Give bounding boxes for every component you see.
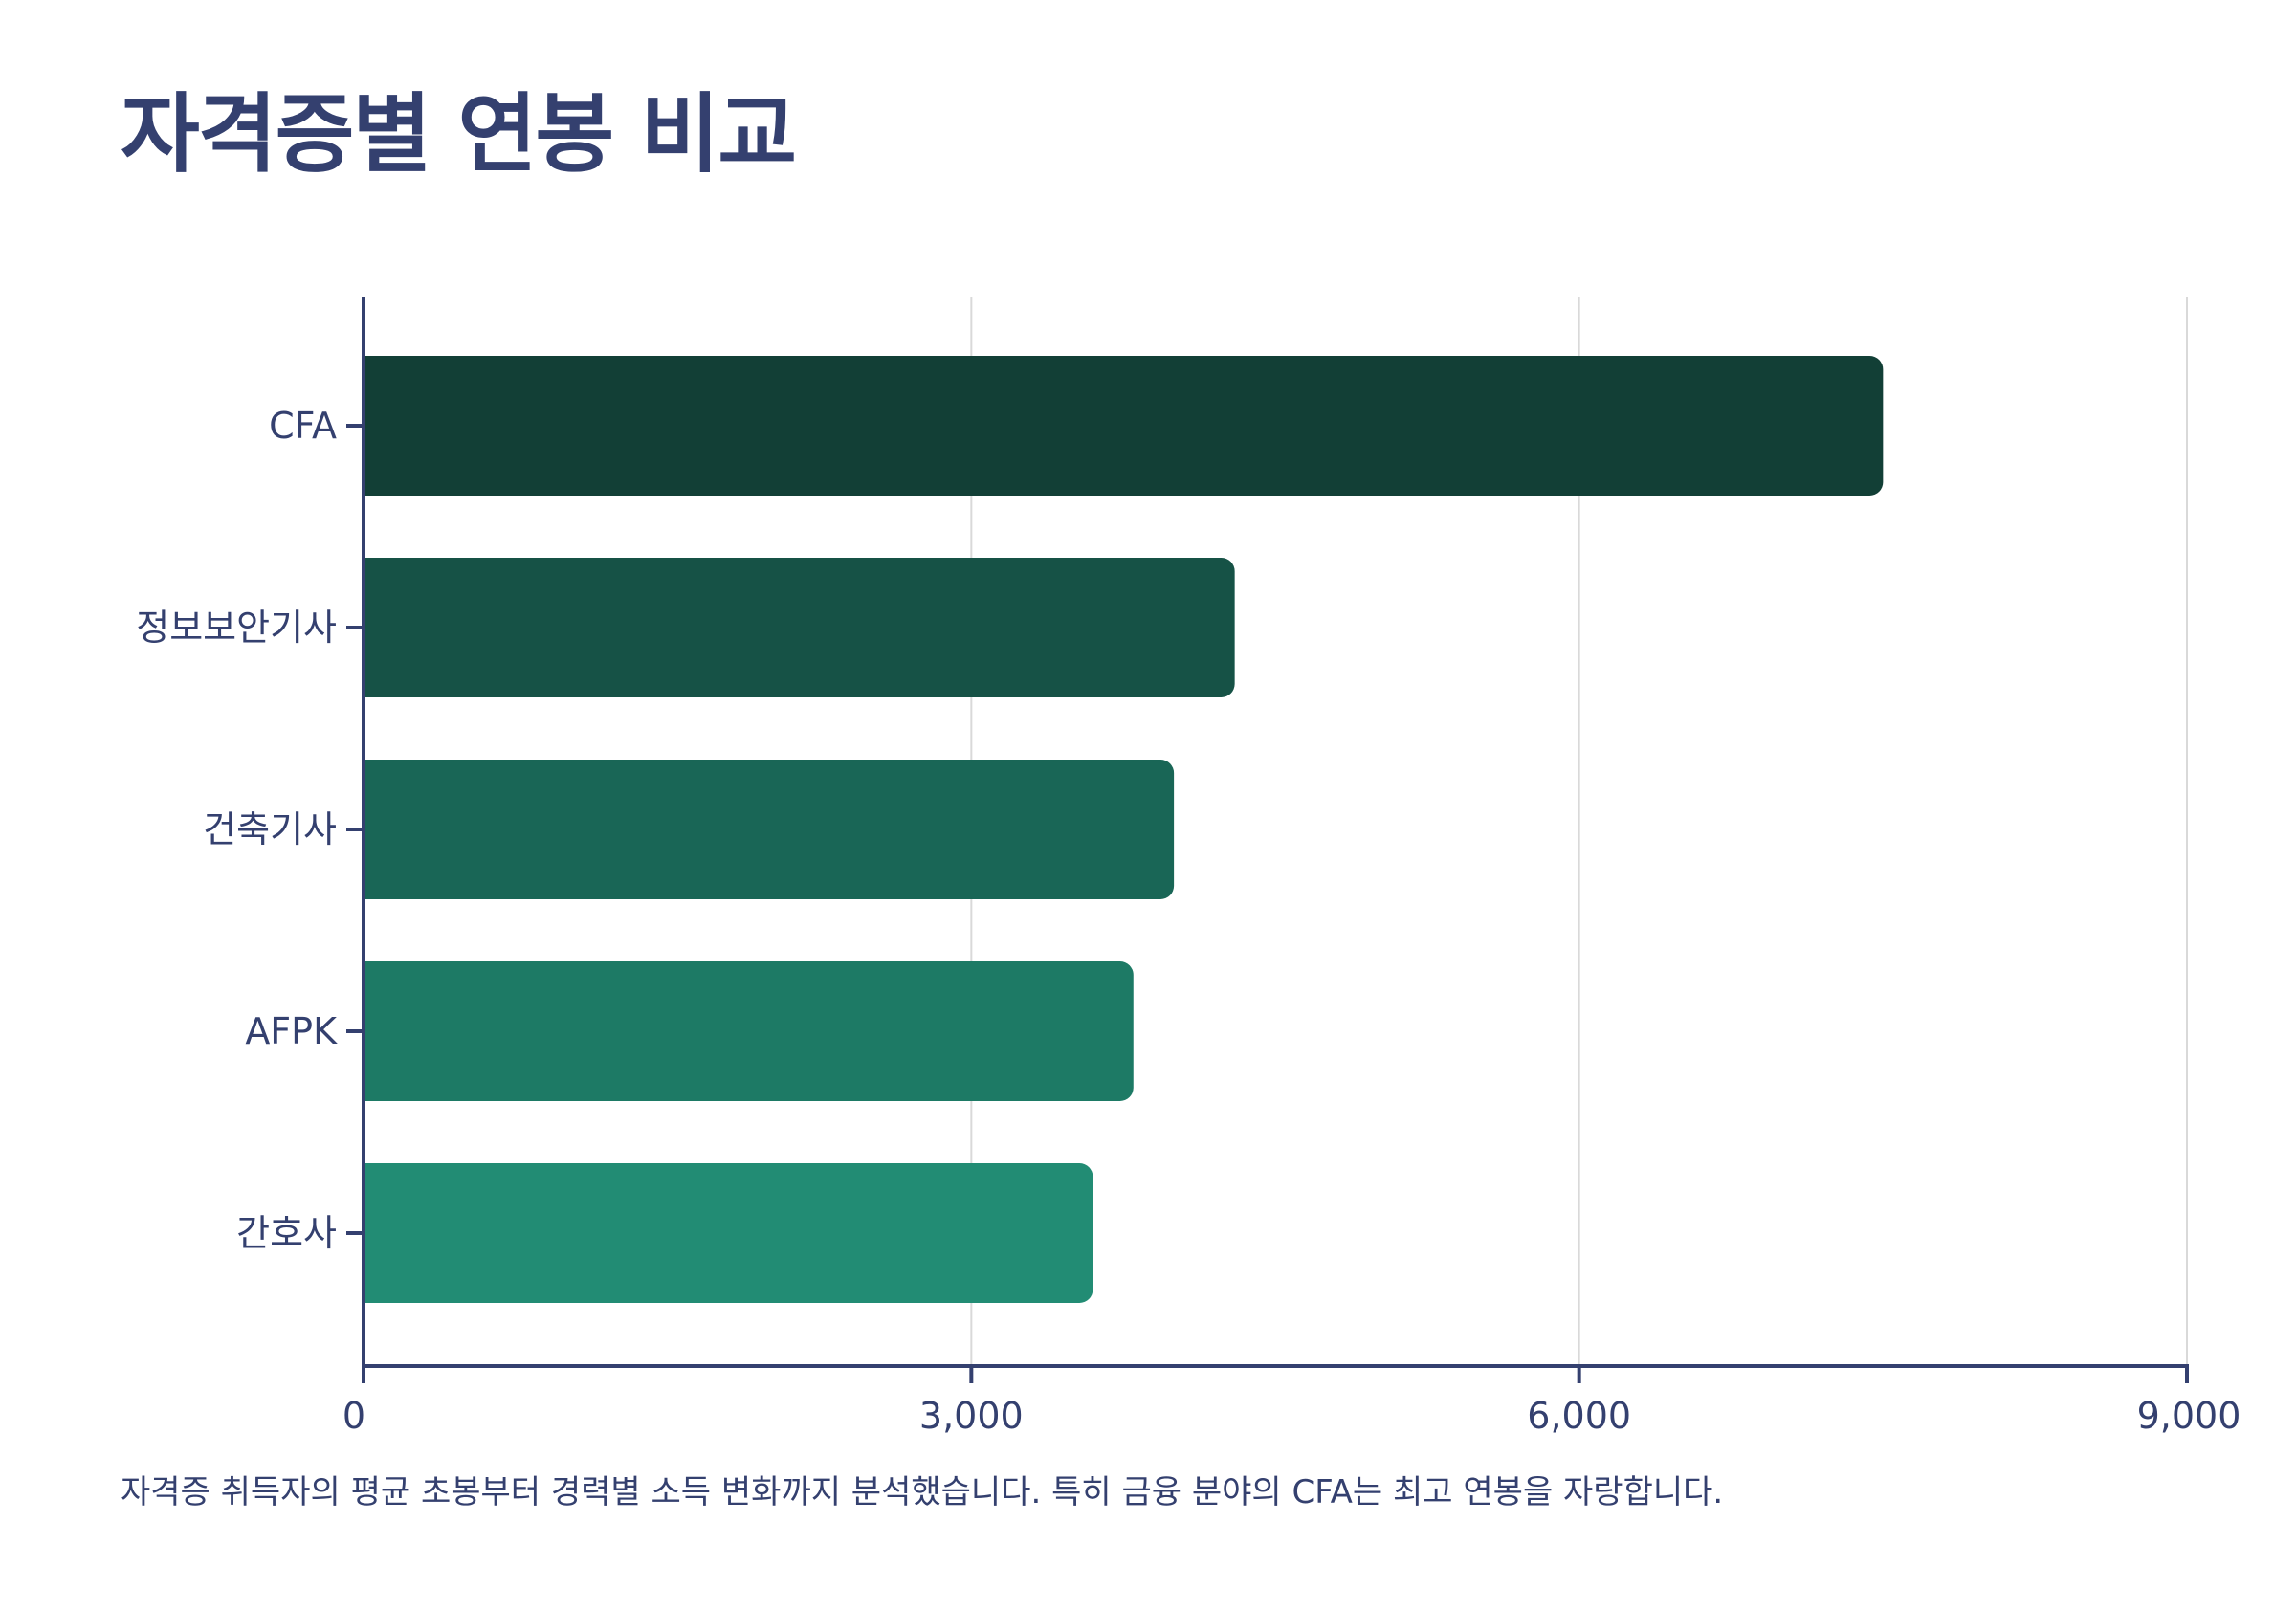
x-tick-label: 3,000 xyxy=(919,1395,1024,1437)
bar-group xyxy=(364,356,1884,496)
x-tick-label: 6,000 xyxy=(1527,1395,1631,1437)
bar-base xyxy=(364,558,383,697)
bar-group xyxy=(364,961,1134,1101)
y-tick-label: CFA xyxy=(269,405,337,447)
bar xyxy=(364,760,1175,899)
y-tick-label: AFPK xyxy=(245,1010,338,1052)
bar-base xyxy=(364,356,383,496)
x-tick-label: 0 xyxy=(342,1395,365,1437)
bar-base xyxy=(364,961,383,1101)
x-tick-label: 9,000 xyxy=(2137,1395,2241,1437)
bar-group xyxy=(364,760,1175,899)
y-tick-label: 정보보안기사 xyxy=(136,607,337,649)
bar-group xyxy=(364,558,1235,697)
bar xyxy=(364,558,1235,697)
page-title: 자격증별 연봉 비교 xyxy=(121,84,797,185)
bar-base xyxy=(364,760,383,899)
bar-layer xyxy=(364,356,1884,1303)
axis-layer xyxy=(346,297,2189,1383)
bar-group xyxy=(364,1163,1093,1303)
bar xyxy=(364,356,1884,496)
chart-caption: 자격증 취득자의 평균 초봉부터 경력별 소득 변화까지 분석했습니다. 특히 … xyxy=(121,1473,1724,1512)
bar xyxy=(364,961,1134,1101)
y-tick-label: 간호사 xyxy=(236,1212,337,1254)
bar-base xyxy=(364,1163,383,1303)
y-tick-label: 건축기사 xyxy=(203,808,337,850)
bar xyxy=(364,1163,1093,1303)
